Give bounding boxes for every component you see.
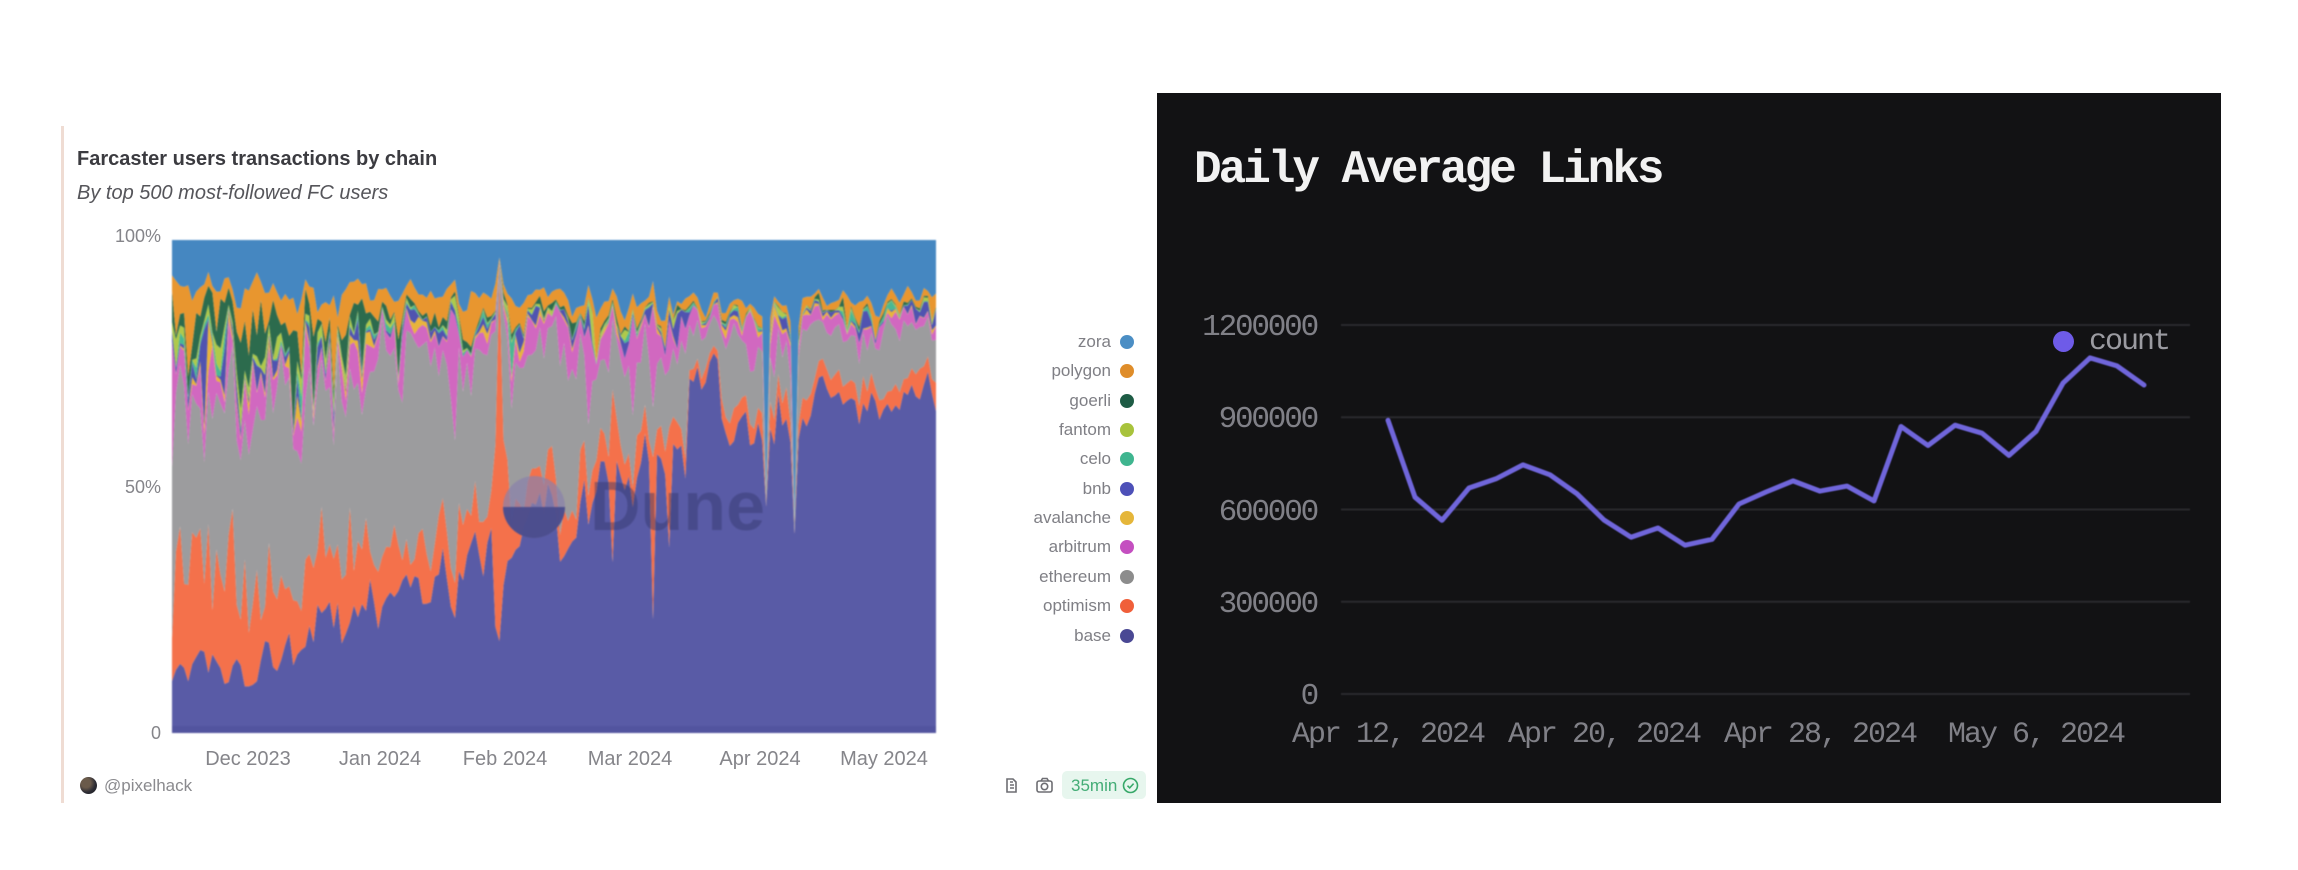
svg-text:Dune: Dune: [590, 467, 765, 545]
